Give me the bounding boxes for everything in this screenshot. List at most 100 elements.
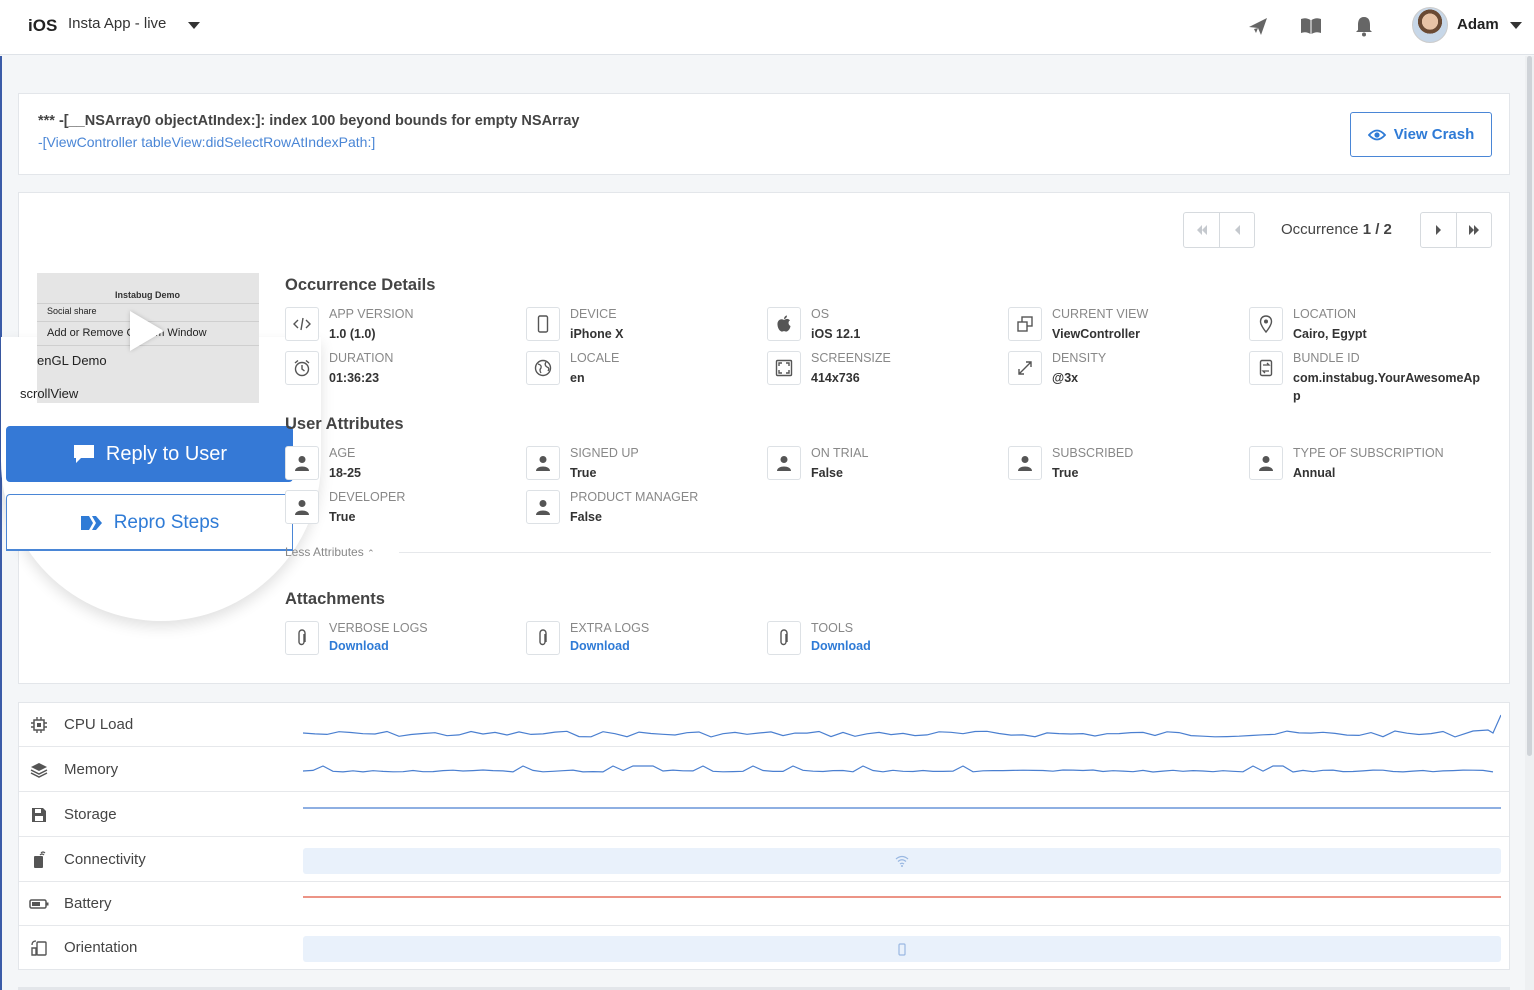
attachment-verbose-logs: VERBOSE LOGS Download	[285, 621, 515, 661]
avatar[interactable]	[1412, 7, 1448, 43]
expand-icon	[1008, 351, 1042, 385]
crash-header-card: *** -[__NSArray0 objectAtIndex:]: index …	[18, 93, 1510, 175]
field-label: TOOLS	[811, 621, 854, 635]
field-locale: LOCALE en	[526, 351, 756, 391]
person-icon	[1008, 446, 1042, 480]
metric-row-storage: Storage	[19, 793, 1509, 837]
attr-type-of-subscription: TYPE OF SUBSCRIPTION Annual	[1249, 446, 1479, 486]
pager-back-group	[1183, 212, 1255, 248]
screen-icon	[767, 351, 801, 385]
app-selector-chevron-down-icon[interactable]	[188, 22, 200, 29]
app-selector[interactable]: Insta App - live	[68, 15, 167, 32]
field-density: DENSITY @3x	[1008, 351, 1238, 391]
play-icon[interactable]	[130, 311, 164, 351]
occurrence-counter: Occurrence 1 / 2	[1281, 221, 1392, 238]
battery-icon	[29, 894, 49, 914]
field-value: @3x	[1052, 371, 1079, 385]
layers-icon	[29, 760, 49, 780]
field-label: ON TRIAL	[811, 446, 869, 460]
attr-age: AGE 18-25	[285, 446, 515, 486]
field-label: DEVICE	[570, 307, 617, 321]
person-icon	[526, 446, 560, 480]
less-attributes-toggle[interactable]: Less Attributes ⌃	[285, 545, 375, 559]
globe-icon	[526, 351, 560, 385]
field-os: OS iOS 12.1	[767, 307, 997, 347]
memory-graph[interactable]	[303, 754, 1501, 786]
location-pin-icon	[1249, 307, 1283, 341]
metric-row-battery: Battery	[19, 882, 1509, 926]
attachment-tools: TOOLS Download	[767, 621, 997, 661]
download-link[interactable]: Download	[570, 639, 630, 653]
alarm-clock-icon	[285, 351, 319, 385]
scrollbar[interactable]	[1525, 56, 1534, 990]
wifi-icon	[895, 855, 909, 867]
field-value: com.instabug.YourAwesomeApp	[1293, 371, 1481, 403]
apple-icon	[767, 307, 801, 341]
orientation-timeline[interactable]	[303, 936, 1501, 962]
field-label: OS	[811, 307, 830, 321]
occurrence-value: 1 / 2	[1362, 221, 1392, 238]
view-crash-button[interactable]: View Crash	[1350, 112, 1492, 157]
field-label: APP VERSION	[329, 307, 414, 321]
user-menu-chevron-down-icon[interactable]	[1510, 22, 1522, 29]
book-icon[interactable]	[1299, 14, 1323, 38]
repro-steps-button[interactable]: Repro Steps	[6, 494, 293, 550]
bell-icon[interactable]	[1352, 14, 1376, 38]
metric-row-orientation: Orientation	[19, 926, 1509, 970]
occurrence-details-card: Occurrence 1 / 2 Instabug Demo Social sh…	[1, 192, 1510, 684]
next-occurrence-button[interactable]	[1421, 213, 1456, 247]
connectivity-timeline[interactable]	[303, 848, 1501, 874]
thumbnail-row: Add or Remove Custom Window	[47, 327, 207, 339]
field-screensize: SCREENSIZE 414x736	[767, 351, 997, 391]
metric-row-cpu: CPU Load	[19, 703, 1509, 747]
previous-occurrence-button[interactable]	[1219, 213, 1254, 247]
download-link[interactable]: Download	[811, 639, 871, 653]
field-value: iOS 12.1	[811, 327, 861, 341]
field-label: DENSITY	[1052, 351, 1107, 365]
field-value: Annual	[1293, 466, 1336, 480]
occurrence-label: Occurrence	[1281, 221, 1359, 238]
attachment-extra-logs: EXTRA LOGS Download	[526, 621, 756, 661]
last-occurrence-button[interactable]	[1456, 213, 1491, 247]
battery-graph[interactable]	[303, 888, 1501, 920]
phone-icon	[526, 307, 560, 341]
user-attributes-title: User Attributes	[285, 415, 404, 433]
field-value: False	[570, 510, 602, 524]
field-value: 414x736	[811, 371, 860, 385]
attr-subscribed: SUBSCRIBED True	[1008, 446, 1238, 486]
floppy-disk-icon	[29, 805, 49, 825]
divider	[37, 303, 259, 304]
paperclip-icon	[285, 621, 319, 655]
metric-label: Memory	[64, 761, 119, 778]
divider	[399, 552, 1491, 553]
download-link[interactable]: Download	[329, 639, 389, 653]
user-name[interactable]: Adam	[1457, 16, 1499, 33]
field-value: 1.0 (1.0)	[329, 327, 376, 341]
portrait-phone-icon	[898, 942, 906, 956]
field-value: 18-25	[329, 466, 361, 480]
field-label: SIGNED UP	[570, 446, 639, 460]
left-edge-accent	[0, 56, 2, 990]
video-thumbnail[interactable]: Instabug Demo Social share Add or Remove…	[37, 273, 259, 403]
paperclip-icon	[767, 621, 801, 655]
field-value: Cairo, Egypt	[1293, 327, 1367, 341]
pager-forward-group	[1420, 212, 1492, 248]
chevron-left-icon	[1234, 225, 1240, 235]
magnified-row: enGL Demo	[37, 353, 107, 368]
storage-graph[interactable]	[303, 799, 1501, 831]
chevron-right-icon	[1436, 225, 1441, 235]
field-label: PRODUCT MANAGER	[570, 490, 699, 504]
session-metrics-panel: CPU Load Memory Storage Connectivity Bat…	[18, 702, 1510, 970]
field-label: EXTRA LOGS	[570, 621, 650, 635]
field-label: BUNDLE ID	[1293, 351, 1360, 365]
crash-stack-link[interactable]: -[ViewController tableView:didSelectRowA…	[38, 134, 376, 150]
cpu-load-graph[interactable]	[303, 709, 1501, 741]
field-current-view: CURRENT VIEW ViewController	[1008, 307, 1238, 347]
attr-signed-up: SIGNED UP True	[526, 446, 756, 486]
rotate-device-icon	[29, 938, 49, 958]
rocket-icon[interactable]	[1246, 14, 1270, 38]
field-value: ViewController	[1052, 327, 1140, 341]
scrollbar-thumb[interactable]	[1527, 56, 1532, 756]
first-occurrence-button[interactable]	[1184, 213, 1219, 247]
reply-to-user-button[interactable]: Reply to User	[6, 426, 293, 482]
